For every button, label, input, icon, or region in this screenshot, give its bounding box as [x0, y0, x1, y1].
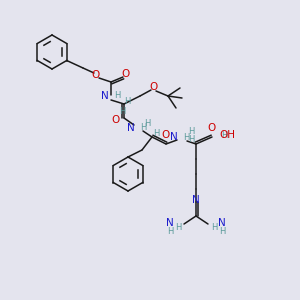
Text: N: N	[101, 91, 109, 101]
Text: H: H	[119, 107, 125, 116]
Text: O: O	[92, 70, 100, 80]
Text: H: H	[183, 133, 189, 142]
Text: H: H	[188, 127, 194, 136]
Text: H: H	[219, 227, 225, 236]
Text: N: N	[166, 218, 174, 228]
Text: O: O	[162, 130, 170, 140]
Text: OH: OH	[219, 130, 235, 140]
Text: H: H	[221, 131, 227, 140]
Text: H: H	[124, 97, 130, 106]
Text: H: H	[211, 224, 217, 232]
Text: N: N	[192, 195, 200, 205]
Text: O: O	[150, 82, 158, 92]
Text: N: N	[127, 123, 135, 133]
Text: H: H	[144, 118, 150, 127]
Text: N: N	[218, 218, 226, 228]
Text: H: H	[167, 227, 173, 236]
Text: H: H	[153, 130, 159, 139]
Text: H: H	[188, 134, 194, 143]
Text: H: H	[175, 224, 181, 232]
Text: O: O	[122, 69, 130, 79]
Text: H: H	[114, 92, 120, 100]
Text: O: O	[207, 123, 215, 133]
Text: O: O	[112, 115, 120, 125]
Text: H: H	[140, 124, 146, 133]
Text: N: N	[170, 132, 178, 142]
